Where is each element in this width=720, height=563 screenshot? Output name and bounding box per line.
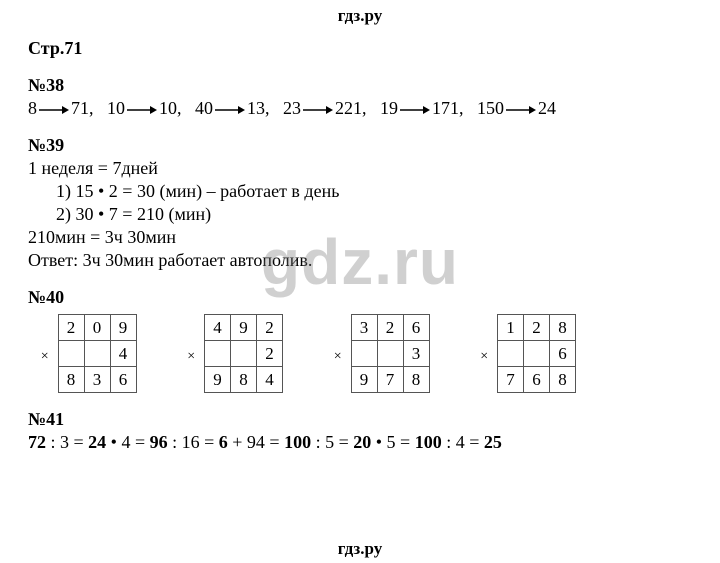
ex38-a: 40 bbox=[195, 98, 213, 118]
ex38-a: 8 bbox=[28, 98, 37, 118]
cell: 3 bbox=[84, 367, 110, 393]
chain-bold: 72 bbox=[28, 432, 46, 452]
mult-table: 209 × 4836 bbox=[32, 314, 137, 393]
cell: 6 bbox=[550, 341, 576, 367]
cell: 7 bbox=[377, 367, 403, 393]
ex38-b: 24 bbox=[538, 98, 556, 118]
cell bbox=[377, 341, 403, 367]
cell: 2 bbox=[377, 315, 403, 341]
cell: 7 bbox=[498, 367, 524, 393]
ex41-chain: 72 : 3 = 24 • 4 = 96 : 16 = 6 + 94 = 100… bbox=[28, 432, 700, 453]
mult-sign: × bbox=[472, 341, 498, 367]
ex38-a: 23 bbox=[283, 98, 301, 118]
ex38-b: 71 bbox=[71, 98, 89, 118]
cell: 2 bbox=[58, 315, 84, 341]
cell: 8 bbox=[231, 367, 257, 393]
cell: 3 bbox=[403, 341, 429, 367]
cell: 2 bbox=[524, 315, 550, 341]
ex39-l3: 2) 30 • 7 = 210 (мин) bbox=[28, 204, 700, 225]
cell: 1 bbox=[498, 315, 524, 341]
cell: 2 bbox=[257, 315, 283, 341]
chain-bold: 25 bbox=[484, 432, 502, 452]
chain-op: : 3 = bbox=[46, 432, 88, 452]
ex38-b: 13 bbox=[247, 98, 265, 118]
logo-top: гдз.ру bbox=[0, 0, 720, 30]
cell: 8 bbox=[403, 367, 429, 393]
cell: 8 bbox=[550, 367, 576, 393]
cell: 6 bbox=[524, 367, 550, 393]
ex38-b: 221 bbox=[335, 98, 362, 118]
mult-sign: × bbox=[179, 341, 205, 367]
chain-bold: 96 bbox=[150, 432, 168, 452]
ex40-num: №40 bbox=[28, 287, 700, 308]
cell: 2 bbox=[257, 341, 283, 367]
chain-op: • 4 = bbox=[106, 432, 149, 452]
chain-op: : 5 = bbox=[311, 432, 353, 452]
mult-table: 128 × 6768 bbox=[472, 314, 577, 393]
cell: 9 bbox=[205, 367, 231, 393]
cell bbox=[351, 341, 377, 367]
mult-table: 492×2984 bbox=[179, 314, 284, 393]
chain-bold: 20 bbox=[353, 432, 371, 452]
ex39-num: №39 bbox=[28, 135, 700, 156]
mult-sign: × bbox=[325, 341, 351, 367]
chain-op: : 16 = bbox=[168, 432, 219, 452]
cell: 8 bbox=[550, 315, 576, 341]
ex38-num: №38 bbox=[28, 75, 700, 96]
cell: 6 bbox=[110, 367, 136, 393]
ex39-l4: 210мин = 3ч 30мин bbox=[28, 227, 700, 248]
cell bbox=[84, 341, 110, 367]
cell: 9 bbox=[110, 315, 136, 341]
ex39-l1: 1 неделя = 7дней bbox=[28, 158, 700, 179]
cell: 9 bbox=[231, 315, 257, 341]
page-str: Стр.71 bbox=[28, 38, 700, 59]
ex41-num: №41 bbox=[28, 409, 700, 430]
chain-op: • 5 = bbox=[371, 432, 414, 452]
logo-bottom: гдз.ру bbox=[0, 539, 720, 559]
chain-bold: 24 bbox=[88, 432, 106, 452]
chain-op: : 4 = bbox=[442, 432, 484, 452]
cell bbox=[58, 341, 84, 367]
ex39-l2: 1) 15 • 2 = 30 (мин) – работает в день bbox=[28, 181, 700, 202]
cell bbox=[231, 341, 257, 367]
cell: 6 bbox=[403, 315, 429, 341]
cell: 0 bbox=[84, 315, 110, 341]
cell bbox=[498, 341, 524, 367]
ex38-a: 10 bbox=[107, 98, 125, 118]
ex38-b: 10 bbox=[159, 98, 177, 118]
cell: 4 bbox=[205, 315, 231, 341]
chain-bold: 6 bbox=[219, 432, 228, 452]
cell: 4 bbox=[110, 341, 136, 367]
chain-bold: 100 bbox=[284, 432, 311, 452]
cell: 4 bbox=[257, 367, 283, 393]
ex38-a: 150 bbox=[477, 98, 504, 118]
cell: 3 bbox=[351, 315, 377, 341]
ex38-line: 871, 1010, 4013, 23221, 19171, 15024 bbox=[28, 98, 700, 119]
cell bbox=[524, 341, 550, 367]
ex38-a: 19 bbox=[380, 98, 398, 118]
chain-op: + 94 = bbox=[228, 432, 284, 452]
ex39-l5: Ответ: 3ч 30мин работает автополив. bbox=[28, 250, 700, 271]
ex38-b: 171 bbox=[432, 98, 459, 118]
cell: 9 bbox=[351, 367, 377, 393]
mult-sign: × bbox=[32, 341, 58, 367]
ex40-tables: 209×4836492×2984326×3978128×6768 bbox=[32, 314, 700, 393]
chain-bold: 100 bbox=[415, 432, 442, 452]
cell: 8 bbox=[58, 367, 84, 393]
page-content: Стр.71 №38 871, 1010, 4013, 23221, 19171… bbox=[0, 38, 720, 453]
mult-table: 326×3978 bbox=[325, 314, 430, 393]
cell bbox=[205, 341, 231, 367]
